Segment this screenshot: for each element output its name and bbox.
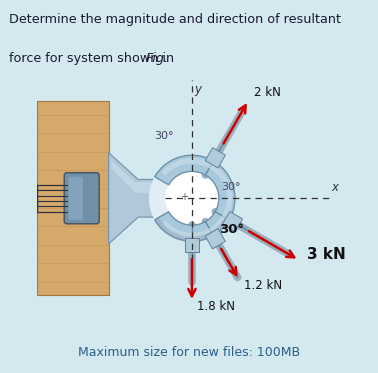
Text: force for system shown in: force for system shown in [9, 52, 178, 65]
Wedge shape [155, 217, 229, 241]
Polygon shape [184, 238, 199, 253]
Polygon shape [205, 229, 225, 249]
Wedge shape [161, 158, 232, 239]
Text: 30°: 30° [222, 182, 241, 192]
FancyBboxPatch shape [68, 177, 83, 220]
Polygon shape [205, 148, 225, 168]
Circle shape [165, 171, 219, 225]
Text: 2 kN: 2 kN [254, 87, 280, 100]
Polygon shape [37, 101, 108, 295]
Polygon shape [108, 153, 165, 244]
Text: 1.2 kN: 1.2 kN [244, 279, 282, 292]
Text: 30°: 30° [219, 223, 244, 236]
Text: Determine the magnitude and direction of resultant: Determine the magnitude and direction of… [9, 13, 341, 26]
Text: x: x [332, 181, 339, 194]
Polygon shape [111, 161, 163, 193]
Text: 3 kN: 3 kN [307, 247, 346, 262]
Text: 30°: 30° [154, 131, 174, 141]
Text: Fig.: Fig. [146, 52, 169, 65]
Circle shape [149, 155, 235, 241]
Text: 1.8 kN: 1.8 kN [197, 300, 235, 313]
Text: Maximum size for new files: 100MB: Maximum size for new files: 100MB [78, 346, 300, 359]
FancyBboxPatch shape [64, 173, 99, 224]
Text: y: y [195, 83, 201, 95]
Wedge shape [155, 155, 235, 241]
Text: +: + [180, 192, 188, 202]
Polygon shape [222, 211, 243, 232]
